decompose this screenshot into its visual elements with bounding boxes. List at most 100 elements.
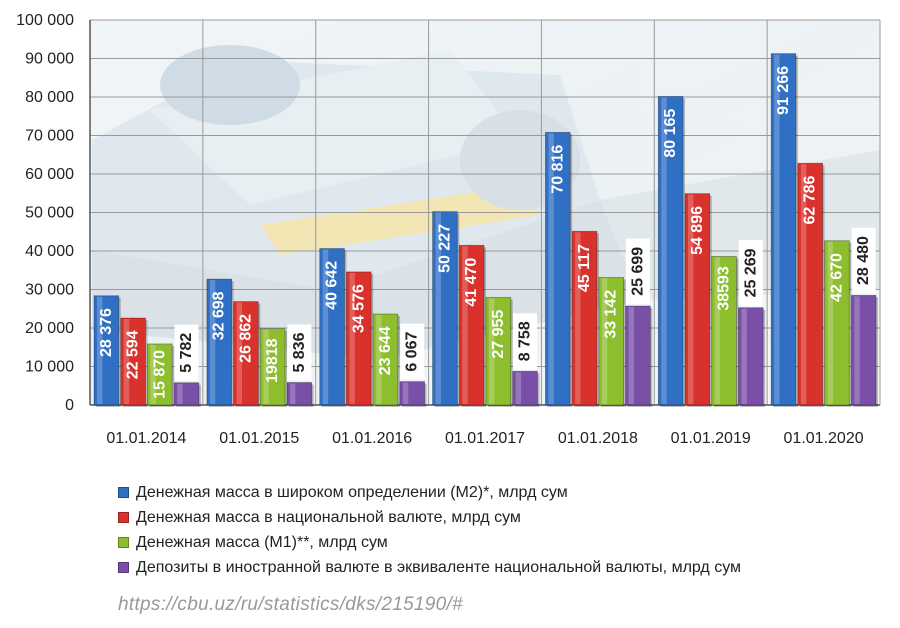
bar [797, 162, 823, 406]
bar-highlight [714, 257, 721, 404]
data-label: 28 376 [98, 308, 115, 357]
bar [738, 307, 764, 406]
legend: Денежная масса в широком определении (М2… [118, 480, 741, 580]
bar-highlight [402, 382, 409, 404]
y-tick-label: 100 000 [16, 12, 74, 29]
bar [850, 294, 877, 406]
data-label: 70 816 [549, 145, 566, 194]
data-label-background [625, 238, 650, 305]
y-tick-label: 10 000 [25, 359, 74, 376]
data-label: 22 594 [125, 330, 142, 379]
bar [206, 278, 232, 406]
data-label-background [851, 227, 876, 294]
y-tick-label: 70 000 [25, 128, 74, 145]
legend-item-national: Денежная масса в национальной валюте, мл… [118, 505, 741, 530]
bar [458, 244, 485, 406]
y-tick-label: 90 000 [25, 51, 74, 68]
legend-label-deposits: Депозиты в иностранной валюте в эквивале… [136, 558, 742, 576]
legend-label-m2: Денежная масса в широком определении (М2… [136, 483, 568, 501]
bar-highlight [236, 302, 243, 404]
bar-highlight [290, 383, 296, 404]
bar [684, 193, 711, 406]
bar [259, 328, 286, 406]
bar [147, 343, 173, 406]
data-label: 19818 [264, 338, 281, 383]
bar-highlight [177, 383, 183, 404]
bar-highlight [349, 272, 355, 404]
data-label: 5 782 [178, 333, 195, 373]
data-label: 27 955 [490, 310, 507, 359]
data-label: 8 758 [517, 321, 534, 361]
data-labels: 28 376 32 698 40 642 50 227 70 816 80 165 91 2… [98, 66, 876, 399]
legend-swatch-m1 [118, 537, 129, 548]
data-label-background [400, 323, 425, 380]
data-label-background [287, 324, 312, 381]
bar [545, 131, 571, 406]
bar [770, 53, 797, 406]
bar [432, 211, 458, 406]
bar [233, 301, 259, 406]
x-tick-label: 01.01.2017 [445, 430, 525, 447]
legend-swatch-deposits [118, 562, 129, 573]
bar-highlight [854, 296, 860, 404]
bar-highlight [209, 280, 216, 404]
data-label: 32 698 [211, 291, 228, 340]
bar-highlight [628, 307, 635, 404]
data-label: 54 896 [689, 206, 706, 255]
x-tick-label: 01.01.2020 [784, 430, 864, 447]
bar-highlight [774, 54, 780, 404]
bar-highlight [489, 298, 495, 404]
y-tick-label: 80 000 [25, 89, 74, 106]
bar [485, 296, 512, 406]
data-label: 6 067 [404, 332, 421, 372]
legend-item-m2: Денежная масса в широком определении (М2… [118, 480, 741, 505]
y-tick-label: 0 [65, 397, 74, 414]
bar-highlight [462, 246, 468, 404]
data-label: 23 644 [377, 326, 394, 375]
bar-highlight [827, 241, 834, 404]
bar [173, 382, 200, 406]
bars [93, 53, 878, 408]
bar-highlight [263, 329, 269, 404]
bar-highlight [575, 232, 581, 404]
bar-highlight [435, 212, 442, 404]
data-label: 42 670 [828, 253, 845, 302]
bar [824, 240, 850, 406]
bar [372, 313, 399, 406]
y-tick-label: 40 000 [25, 243, 74, 260]
data-label: 15 870 [151, 350, 168, 399]
data-label: 80 165 [662, 109, 679, 158]
bar-highlight [601, 278, 608, 404]
x-tick-label: 01.01.2014 [106, 430, 186, 447]
y-tick-label: 50 000 [25, 205, 74, 222]
y-tick-label: 30 000 [25, 282, 74, 299]
bar-highlight [800, 164, 807, 404]
data-label: 41 470 [463, 258, 480, 307]
x-tick-label: 01.01.2019 [671, 430, 751, 447]
bar-highlight [123, 319, 130, 404]
legend-label-national: Денежная масса в национальной валюте, мл… [136, 508, 521, 526]
data-label: 25 269 [742, 248, 759, 297]
bar-highlight [741, 308, 747, 404]
data-label: 26 862 [237, 314, 254, 363]
bar [319, 248, 345, 406]
data-label-background [738, 240, 763, 306]
source-url: https://cbu.uz/ru/statistics/dks/215190/… [118, 594, 463, 615]
bar [286, 382, 313, 406]
bar [571, 230, 598, 406]
data-label-background [174, 324, 199, 381]
axes: 0 10 000 20 000 30 000 40 000 50 000 60 000 70 … [16, 12, 880, 447]
y-tick-label: 60 000 [25, 166, 74, 183]
y-tick-label: 20 000 [25, 320, 74, 337]
bar [346, 271, 372, 406]
data-label-background [513, 313, 538, 370]
data-label: 33 142 [603, 290, 620, 339]
bar [711, 256, 737, 406]
data-label: 45 117 [576, 244, 593, 292]
data-label: 38593 [716, 266, 733, 311]
legend-item-deposits: Депозиты в иностранной валюте в эквивале… [118, 555, 741, 580]
data-label: 40 642 [324, 261, 341, 310]
bar-highlight [97, 296, 103, 404]
x-tick-label: 01.01.2016 [332, 430, 412, 447]
